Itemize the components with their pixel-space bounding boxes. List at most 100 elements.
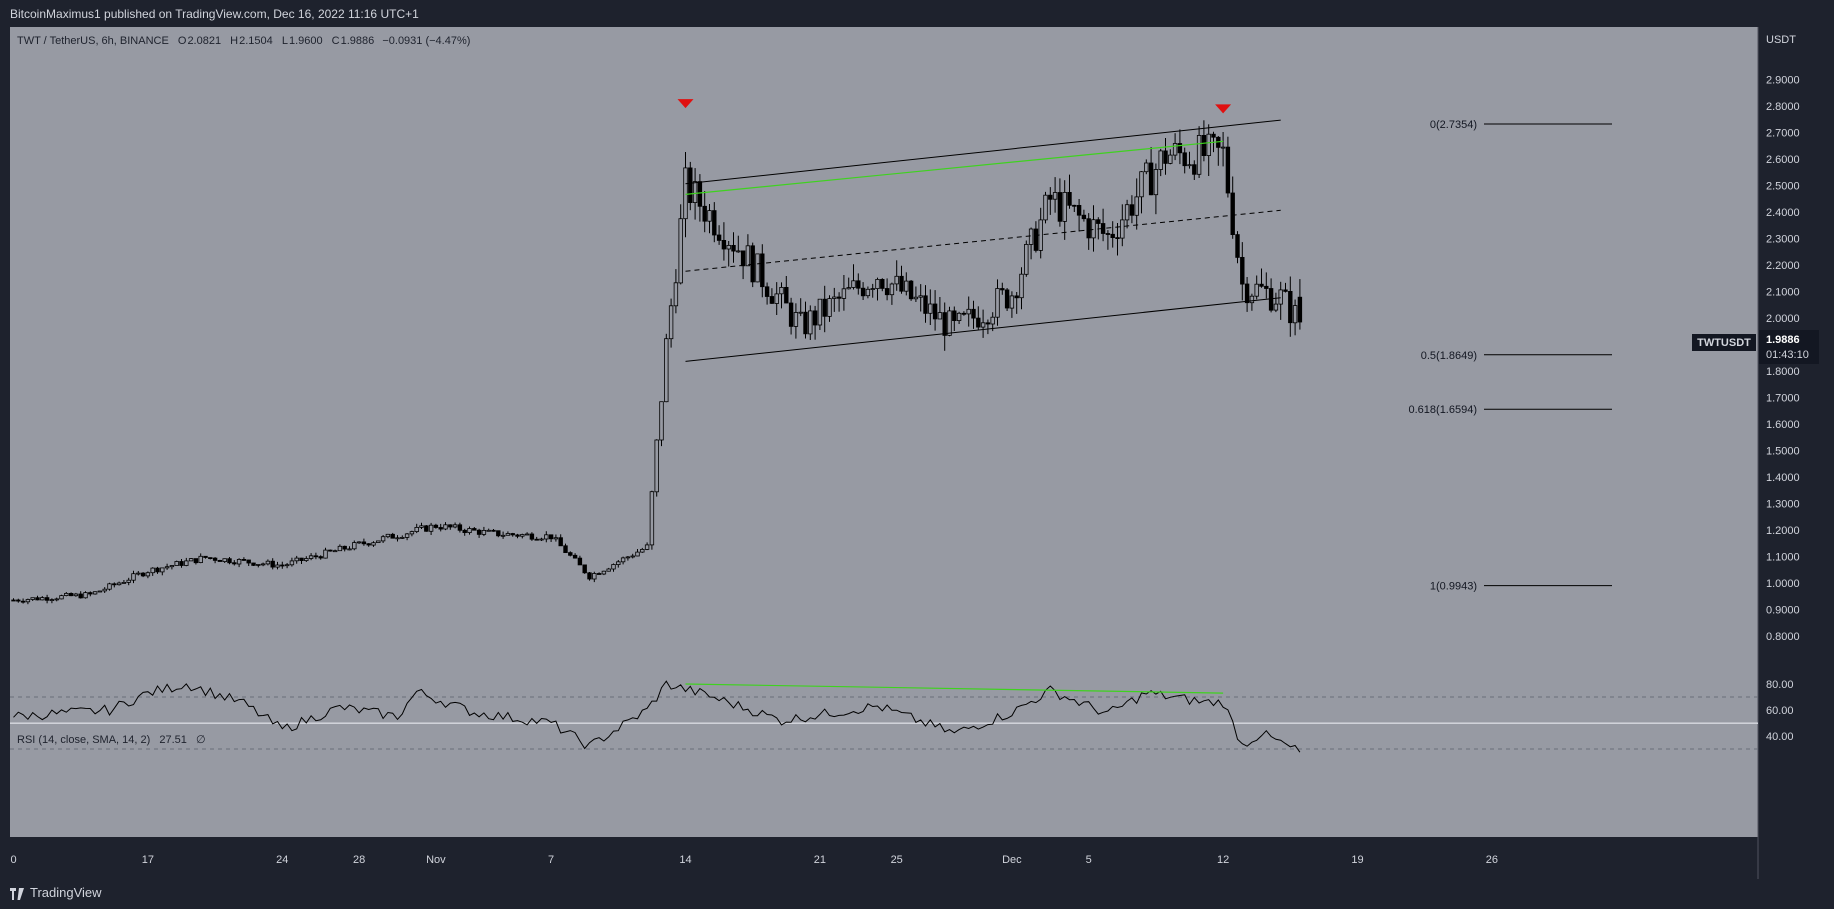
candle-body-205 <box>995 288 1000 318</box>
candle-body-198 <box>961 312 967 315</box>
price-axis-tick-15: 1.4000 <box>1766 472 1800 484</box>
candle-body-164 <box>798 311 803 314</box>
candle-body-57 <box>284 564 290 567</box>
candle-body-203 <box>985 322 991 325</box>
candle-body-90 <box>443 524 448 530</box>
candle-body-39 <box>198 555 203 563</box>
candle-body-248 <box>1201 135 1207 157</box>
candle-body-88 <box>433 524 439 528</box>
candle-body-177 <box>860 287 866 297</box>
candle-body-109 <box>534 538 539 541</box>
legend-low-value: 1.9600 <box>289 35 323 47</box>
price-axis-tick-9: 2.0000 <box>1766 313 1800 325</box>
fib-label-0.5: 0.5(1.8649) <box>1421 350 1477 362</box>
candle-body-223 <box>1081 214 1087 220</box>
time-axis-tick-8: 25 <box>891 854 903 866</box>
candle-body-15 <box>83 592 88 599</box>
candle-body-261 <box>1264 285 1269 289</box>
candle-body-18 <box>97 590 103 593</box>
candle-body-42 <box>212 557 218 561</box>
candle-body-145 <box>707 210 712 222</box>
chart-area[interactable]: 0(2.7354) 0.5(1.8649) 0.618(1.6594) 1(0.994… <box>0 27 1834 879</box>
legend-change: −0.0931 (−4.47%) <box>382 35 470 47</box>
candle-body-67 <box>332 550 338 553</box>
publisher-line: BitcoinMaximus1 published on TradingView… <box>10 7 419 21</box>
candle-body-44 <box>222 558 227 563</box>
candle-body-190 <box>923 295 928 314</box>
legend-symbol: TWT / TetherUS, 6h, BINANCE <box>17 35 169 47</box>
candle-body-239 <box>1158 150 1163 170</box>
candle-body-232 <box>1124 204 1130 221</box>
candle-body-53 <box>265 560 271 565</box>
candle-body-137 <box>668 305 674 340</box>
candle-body-224 <box>1086 218 1091 239</box>
last-price-value: 1.9886 <box>1766 334 1800 346</box>
candle-body-253 <box>1225 146 1231 194</box>
candle-body-32 <box>164 566 170 569</box>
candle-body-29 <box>150 567 155 574</box>
candle-body-54 <box>270 560 275 568</box>
candle-body-155 <box>755 253 760 283</box>
candle-body-252 <box>1220 146 1226 149</box>
candle-body-84 <box>414 526 419 532</box>
top-marker-0 <box>677 99 694 109</box>
candle-body-13 <box>73 593 79 597</box>
candle-body-103 <box>505 533 511 536</box>
candle-body-197 <box>956 312 962 321</box>
time-axis-tick-6: 14 <box>679 854 691 866</box>
candle-body-136 <box>664 338 669 403</box>
rsi-panel[interactable] <box>10 724 1758 837</box>
candle-body-26 <box>136 572 141 575</box>
rsi-line <box>13 680 1301 753</box>
candle-body-50 <box>251 562 256 566</box>
price-axis-tick-1: 2.8000 <box>1766 101 1800 113</box>
candle-body-118 <box>577 557 583 566</box>
candle-body-157 <box>764 286 770 297</box>
candle-body-255 <box>1235 234 1240 258</box>
candle-body-96 <box>472 528 477 531</box>
candle-body-106 <box>520 534 525 537</box>
candle-body-97 <box>476 529 482 535</box>
time-axis-tick-7: 21 <box>814 854 826 866</box>
candle-body-38 <box>193 558 199 564</box>
candle-body-20 <box>107 583 112 590</box>
candle-body-184 <box>894 275 899 285</box>
candle-body-142 <box>692 181 698 204</box>
candle-body-152 <box>740 250 746 267</box>
candle-body-212 <box>1028 228 1034 245</box>
candle-body-52 <box>260 563 266 566</box>
price-axis-tick-14: 1.5000 <box>1766 446 1800 458</box>
candle-body-121 <box>592 573 597 580</box>
candle-body-95 <box>467 528 472 533</box>
rsi-axis-ticks: 80.00 60.00 40.00 <box>1766 679 1794 743</box>
price-axis-tick-17: 1.2000 <box>1766 525 1800 537</box>
candle-body-263 <box>1273 303 1279 311</box>
candle-body-240 <box>1163 150 1168 164</box>
candle-body-99 <box>486 529 491 532</box>
candle-body-135 <box>659 401 664 441</box>
price-axis-tick-0: 2.9000 <box>1766 74 1800 86</box>
candle-body-87 <box>428 524 434 532</box>
candle-body-73 <box>361 541 367 545</box>
candle-body-117 <box>572 554 578 559</box>
candle-body-100 <box>491 529 496 532</box>
candle-body-40 <box>203 555 208 558</box>
rsi-legend-extra: ∅ <box>196 734 206 746</box>
last-price-countdown: 01:43:10 <box>1766 349 1809 361</box>
price-axis-tick-11: 1.8000 <box>1766 366 1800 378</box>
candle-body-170 <box>827 298 832 317</box>
candle-body-245 <box>1187 164 1192 167</box>
candle-body-12 <box>68 593 74 597</box>
time-axis-tick-12: 19 <box>1351 854 1363 866</box>
candle-body-76 <box>376 540 381 544</box>
legend-open-value: 2.0821 <box>187 35 221 47</box>
candle-body-116 <box>568 552 573 556</box>
drawings-layer: 0(2.7354) 0.5(1.8649) 0.618(1.6594) 1(0.994… <box>677 99 1612 593</box>
candle-body-265 <box>1283 289 1288 292</box>
candle-body-229 <box>1110 233 1115 239</box>
candle-body-235 <box>1139 171 1144 198</box>
main-price-panel[interactable] <box>10 27 1758 723</box>
candle-body-64 <box>318 556 323 559</box>
candle-body-104 <box>510 533 515 536</box>
time-axis-tick-1: 17 <box>142 854 154 866</box>
